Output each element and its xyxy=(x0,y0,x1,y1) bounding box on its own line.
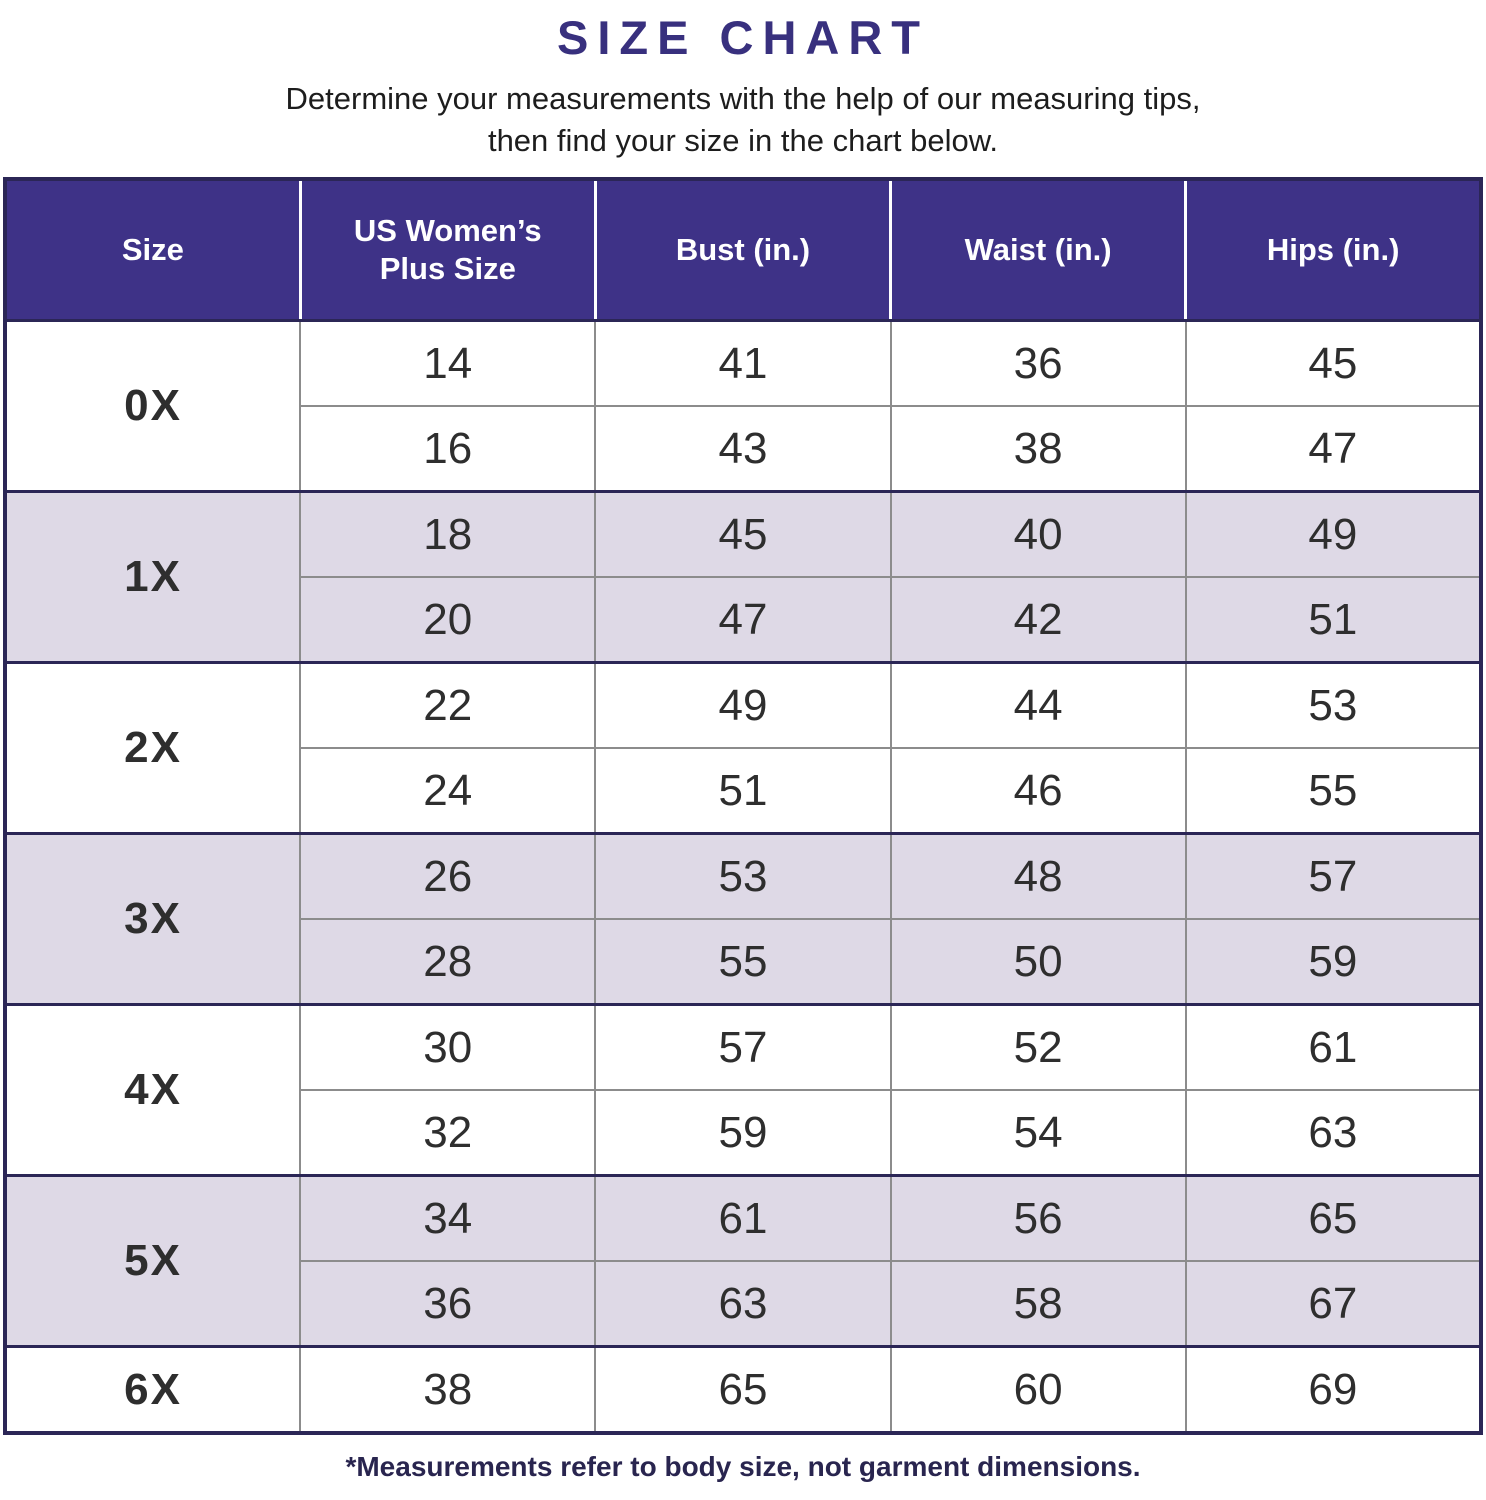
header-row: Size US Women’s Plus Size Bust (in.) Wai… xyxy=(5,179,1481,323)
table-row: 6X 38 65 60 69 xyxy=(3,1345,1483,1435)
cell-waist: 52 xyxy=(889,1003,1187,1092)
cell-hips: 69 xyxy=(1184,1345,1483,1435)
cell-bust: 65 xyxy=(594,1345,892,1435)
size-group-label: 1X xyxy=(3,490,302,664)
cell-bust: 59 xyxy=(594,1089,892,1177)
cell-hips: 49 xyxy=(1184,490,1483,579)
cell-hips: 57 xyxy=(1184,832,1483,921)
cell-us: 28 xyxy=(299,918,597,1006)
cell-bust: 45 xyxy=(594,490,892,579)
size-group-label: 2X xyxy=(3,661,302,835)
table-row: 36 63 58 67 xyxy=(5,1260,1483,1348)
cell-bust: 43 xyxy=(594,405,892,493)
table-row: 20 47 42 51 xyxy=(5,576,1483,664)
col-header-size: Size xyxy=(5,179,302,323)
cell-waist: 48 xyxy=(889,832,1187,921)
table-row: 28 55 50 59 xyxy=(5,918,1483,1006)
cell-hips: 55 xyxy=(1184,747,1483,835)
cell-waist: 54 xyxy=(889,1089,1187,1177)
cell-hips: 65 xyxy=(1184,1174,1483,1263)
col-header-us-plus-size: US Women’s Plus Size xyxy=(300,179,597,323)
cell-us: 30 xyxy=(299,1003,597,1092)
table-row: 5X 34 61 56 65 xyxy=(3,1174,1483,1348)
cell-hips: 53 xyxy=(1184,661,1483,750)
cell-bust: 57 xyxy=(594,1003,892,1092)
cell-waist: 38 xyxy=(889,405,1187,493)
size-table-body: 0X 14 41 36 45 16 43 38 47 1X 18 45 40 49 20 47 42 51 2X 22… xyxy=(3,319,1483,1435)
cell-hips: 45 xyxy=(1184,319,1483,408)
col-header-hips: Hips (in.) xyxy=(1185,179,1481,323)
cell-us: 34 xyxy=(299,1174,597,1263)
table-row: 24 51 46 55 xyxy=(5,747,1483,835)
page-title: SIZE CHART xyxy=(557,11,929,64)
cell-bust: 47 xyxy=(594,576,892,664)
cell-waist: 50 xyxy=(889,918,1187,1006)
cell-us: 14 xyxy=(299,319,597,408)
subtitle-line-2: then find your size in the chart below. xyxy=(487,122,999,158)
table-row: 16 43 38 47 xyxy=(5,405,1483,493)
table-row: 3X 26 53 48 57 xyxy=(3,832,1483,1006)
cell-waist: 60 xyxy=(889,1345,1187,1435)
table-row: 2X 22 49 44 53 xyxy=(3,661,1483,835)
col-header-waist: Waist (in.) xyxy=(890,179,1188,323)
cell-waist: 58 xyxy=(889,1260,1187,1348)
size-group-label: 6X xyxy=(3,1345,302,1435)
cell-waist: 42 xyxy=(889,576,1187,664)
table-row: 4X 30 57 52 61 xyxy=(3,1003,1483,1177)
cell-hips: 67 xyxy=(1184,1260,1483,1348)
cell-bust: 51 xyxy=(594,747,892,835)
table-row: 0X 14 41 36 45 xyxy=(3,319,1483,493)
cell-us: 24 xyxy=(299,747,597,835)
cell-us: 32 xyxy=(299,1089,597,1177)
cell-bust: 53 xyxy=(594,832,892,921)
cell-bust: 63 xyxy=(594,1260,892,1348)
size-group-label: 4X xyxy=(3,1003,302,1177)
cell-waist: 46 xyxy=(889,747,1187,835)
size-group-label: 5X xyxy=(3,1174,302,1348)
cell-us: 38 xyxy=(299,1345,597,1435)
cell-waist: 40 xyxy=(889,490,1187,579)
cell-us: 16 xyxy=(299,405,597,493)
cell-bust: 49 xyxy=(594,661,892,750)
cell-hips: 47 xyxy=(1184,405,1483,493)
cell-hips: 63 xyxy=(1184,1089,1483,1177)
cell-bust: 61 xyxy=(594,1174,892,1263)
size-group-label: 0X xyxy=(3,319,302,493)
cell-waist: 44 xyxy=(889,661,1187,750)
table-header: Size US Women’s Plus Size Bust (in.) Wai… xyxy=(5,179,1481,323)
page-subtitle: Determine your measurements with the hel… xyxy=(0,78,1486,162)
cell-bust: 55 xyxy=(594,918,892,1006)
subtitle-line-1: Determine your measurements with the hel… xyxy=(285,80,1201,116)
table-row: 1X 18 45 40 49 xyxy=(3,490,1483,664)
cell-us: 18 xyxy=(299,490,597,579)
table-row: 32 59 54 63 xyxy=(5,1089,1483,1177)
cell-us: 22 xyxy=(299,661,597,750)
cell-us: 36 xyxy=(299,1260,597,1348)
cell-hips: 59 xyxy=(1184,918,1483,1006)
cell-hips: 51 xyxy=(1184,576,1483,664)
cell-us: 26 xyxy=(299,832,597,921)
col-header-bust: Bust (in.) xyxy=(595,179,893,323)
cell-waist: 36 xyxy=(889,319,1187,408)
cell-us: 20 xyxy=(299,576,597,664)
cell-waist: 56 xyxy=(889,1174,1187,1263)
size-chart-table: Size US Women’s Plus Size Bust (in.) Wai… xyxy=(3,177,1483,1436)
cell-hips: 61 xyxy=(1184,1003,1483,1092)
measurement-footnote: *Measurements refer to body size, not ga… xyxy=(345,1451,1141,1483)
size-group-label: 3X xyxy=(3,832,302,1006)
cell-bust: 41 xyxy=(594,319,892,408)
